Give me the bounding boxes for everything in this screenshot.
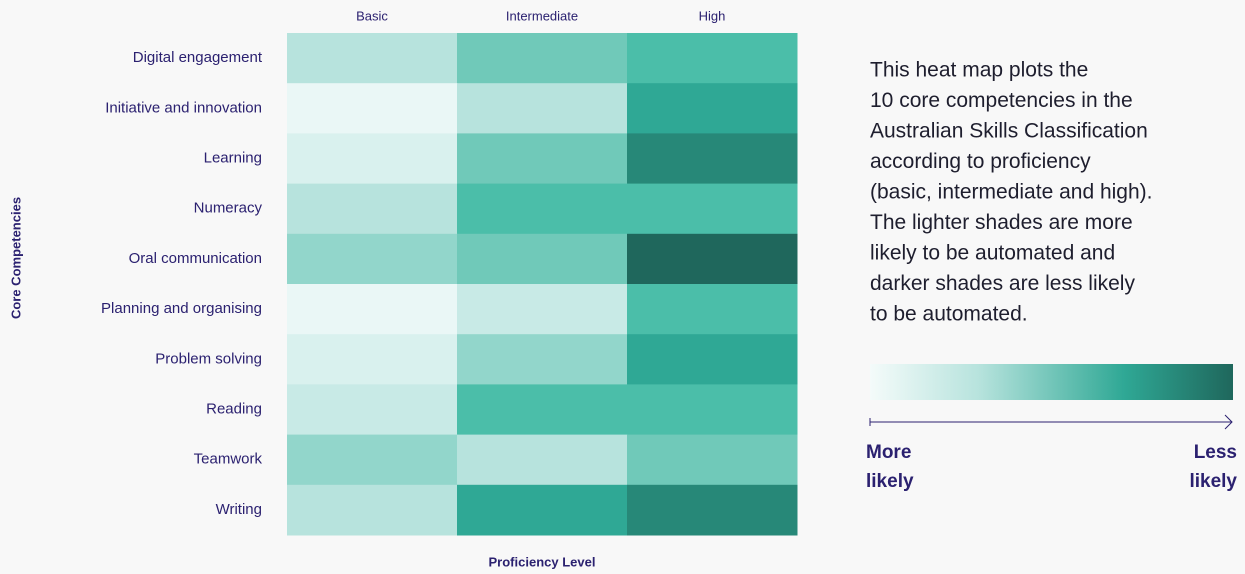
heat-cell [627, 133, 798, 185]
row-label: Initiative and innovation [105, 99, 262, 116]
heat-cell [287, 284, 458, 335]
row-label: Learning [204, 149, 262, 166]
legend-gradient [870, 364, 1233, 400]
description-line: according to proficiency [870, 150, 1091, 173]
column-label: Intermediate [506, 8, 578, 23]
heat-cell [457, 233, 628, 285]
heat-cell [627, 384, 798, 436]
description-line: Australian Skills Classification [870, 120, 1148, 143]
heat-cell [627, 183, 798, 235]
heat-cell [627, 434, 798, 486]
legend-high-label: likely [1189, 471, 1237, 492]
heat-cell [627, 334, 798, 385]
heat-cell [287, 384, 458, 436]
heat-cell [457, 484, 628, 536]
heat-cell [287, 434, 458, 486]
heat-cell [457, 33, 628, 84]
heat-cell [287, 33, 458, 84]
row-label: Oral communication [129, 250, 262, 267]
heat-cell [287, 484, 458, 536]
row-label: Writing [216, 501, 262, 518]
description-line: darker shades are less likely [870, 272, 1135, 295]
heat-cell [457, 384, 628, 436]
heat-cell [457, 334, 628, 385]
row-label: Teamwork [194, 451, 263, 468]
heat-cell [457, 83, 628, 134]
description-line: The lighter shades are more [870, 211, 1133, 234]
description-line: 10 core competencies in the [870, 89, 1133, 112]
x-axis-label: Proficiency Level [489, 554, 596, 569]
heat-cell [457, 434, 628, 486]
legend-arrow-head [1224, 414, 1233, 430]
legend-high-label: Less [1194, 442, 1237, 463]
heat-cell [287, 133, 458, 185]
heat-cell [287, 334, 458, 385]
row-label: Reading [206, 400, 262, 417]
heat-cell [627, 233, 798, 285]
legend-low-label: More [866, 442, 911, 463]
column-label: High [699, 8, 726, 23]
heat-cell [287, 83, 458, 134]
heat-cell [457, 183, 628, 235]
y-axis-label: Core Competencies [8, 197, 23, 319]
heat-cell [287, 233, 458, 285]
row-label: Problem solving [155, 350, 262, 367]
heat-cell [627, 484, 798, 536]
column-label: Basic [356, 8, 388, 23]
description-line: (basic, intermediate and high). [870, 181, 1153, 204]
heat-cell [627, 284, 798, 335]
legend-low-label: likely [866, 471, 914, 492]
row-label: Digital engagement [133, 49, 263, 66]
description-line: This heat map plots the [870, 59, 1088, 82]
description-line: to be automated. [870, 303, 1028, 326]
heat-cell [627, 83, 798, 134]
heat-cell [287, 183, 458, 235]
description-line: likely to be automated and [870, 242, 1115, 265]
heat-cell [457, 284, 628, 335]
row-label: Planning and organising [101, 300, 262, 317]
heat-cell [457, 133, 628, 185]
heat-cell [627, 33, 798, 84]
row-label: Numeracy [194, 200, 263, 217]
